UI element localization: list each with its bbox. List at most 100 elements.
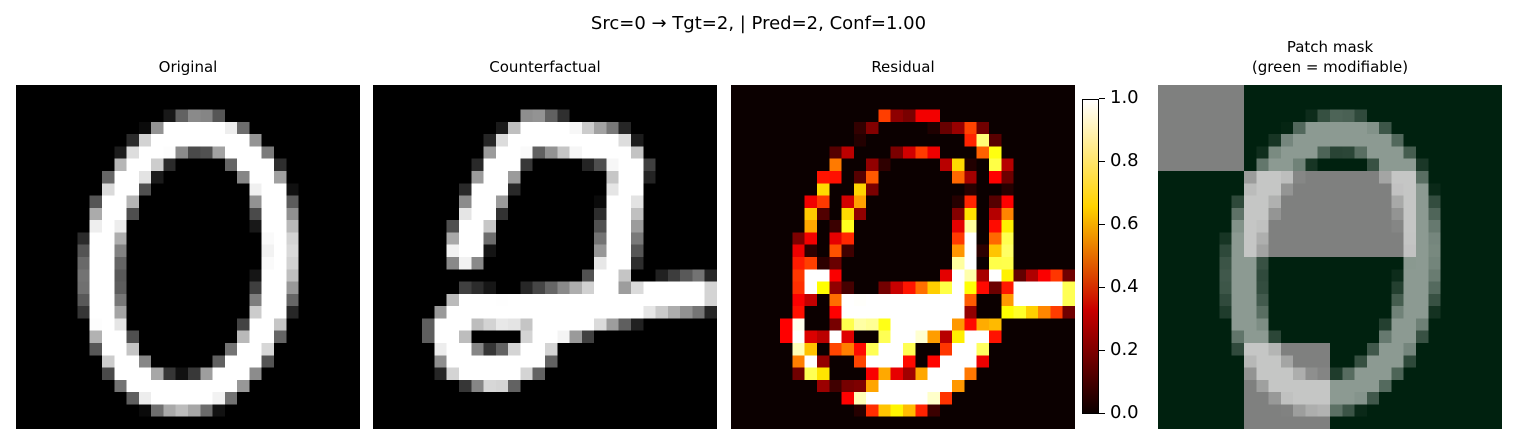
counterfactual-pixel	[643, 158, 656, 171]
modifiable-patch	[1158, 257, 1244, 343]
residual-pixel	[1001, 293, 1014, 307]
mask-digit-overlay	[1403, 269, 1416, 282]
original-pixel	[237, 134, 250, 147]
original-pixel	[126, 207, 139, 221]
original-pixel	[286, 293, 299, 307]
counterfactual-pixel	[680, 269, 693, 282]
residual-pixel	[890, 330, 903, 343]
counterfactual-pixel	[483, 195, 496, 208]
residual-pixel	[817, 183, 830, 196]
mask-digit-overlay	[1391, 343, 1404, 356]
mask-digit-overlay	[1305, 109, 1318, 122]
residual-pixel	[829, 146, 842, 159]
residual-title: Residual	[871, 58, 935, 76]
mask-digit-overlay	[1366, 134, 1380, 147]
mask-digit-overlay	[1256, 330, 1269, 343]
mask-digit-overlay	[1293, 171, 1306, 184]
mask-digit-overlay	[1280, 355, 1294, 368]
mask-digit-overlay	[1231, 244, 1244, 257]
counterfactual-pixel	[581, 121, 595, 135]
mask-digit-overlay	[1256, 171, 1269, 184]
counterfactual-pixel	[569, 146, 582, 159]
counterfactual-pixel	[631, 171, 644, 184]
residual-pixel	[829, 318, 842, 331]
original-pixel	[175, 109, 188, 122]
residual-pixel	[829, 244, 842, 257]
original-pixel	[138, 367, 152, 380]
mask-digit-overlay	[1244, 220, 1257, 233]
counterfactual-pixel	[606, 220, 619, 233]
original-pixel	[89, 281, 102, 294]
mask-digit-overlay	[1366, 343, 1380, 356]
original-pixel	[261, 355, 274, 368]
counterfactual-pixel	[655, 269, 668, 282]
original-pixel	[274, 293, 287, 307]
original-pixel	[138, 171, 152, 184]
residual-pixel	[841, 281, 854, 294]
counterfactual-pixel	[631, 158, 644, 171]
counterfactual-pixel	[446, 318, 459, 331]
residual-pixel	[829, 306, 842, 319]
original-pixel	[89, 244, 102, 257]
residual-pixel	[853, 306, 867, 319]
mask-digit-overlay	[1256, 269, 1269, 282]
counterfactual-pixel	[594, 158, 607, 171]
residual-pixel	[989, 134, 1002, 147]
counterfactual-pixel	[459, 367, 472, 380]
counterfactual-pixel	[434, 367, 447, 380]
counterfactual-pixel	[520, 306, 533, 319]
original-pixel	[286, 207, 299, 221]
residual-pixel	[890, 293, 903, 307]
mask-title-line2: (green = modifiable)	[1251, 58, 1409, 76]
mask-digit-overlay	[1354, 134, 1367, 147]
modifiable-patch	[1158, 343, 1244, 429]
original-pixel	[151, 392, 164, 405]
mask-digit-overlay	[1244, 207, 1257, 221]
counterfactual-pixel	[520, 367, 533, 380]
counterfactual-pixel	[459, 207, 472, 221]
counterfactual-pixel	[631, 220, 644, 233]
mask-digit-overlay	[1256, 146, 1269, 159]
counterfactual-pixel	[508, 121, 521, 135]
counterfactual-pixel	[459, 355, 472, 368]
counterfactual-pixel	[483, 146, 496, 159]
original-pixel	[212, 404, 225, 417]
mask-digit-overlay	[1391, 306, 1404, 319]
counterfactual-pixel	[459, 379, 472, 393]
residual-pixel	[915, 306, 928, 319]
colorbar-tick-label: 0.4	[1110, 276, 1139, 297]
mask-digit-overlay	[1379, 134, 1392, 147]
original-pixel	[114, 293, 127, 307]
counterfactual-image	[373, 85, 717, 429]
mask-digit-overlay	[1342, 404, 1355, 417]
residual-pixel	[952, 281, 965, 294]
mask-digit-overlay	[1366, 158, 1380, 171]
mask-digit-overlay	[1219, 257, 1232, 270]
counterfactual-pixel	[618, 195, 631, 208]
residual-pixel	[964, 171, 977, 184]
residual-pixel	[964, 158, 977, 171]
mask-digit-overlay	[1428, 220, 1441, 233]
counterfactual-pixel	[643, 306, 656, 319]
original-pixel	[200, 109, 213, 122]
mask-digit-overlay	[1244, 281, 1257, 294]
mask-digit-overlay	[1244, 293, 1257, 307]
residual-pixel	[853, 171, 867, 184]
residual-pixel	[853, 404, 867, 417]
counterfactual-pixel	[581, 293, 595, 307]
mask-digit-overlay	[1342, 392, 1355, 405]
counterfactual-pixel	[618, 293, 631, 307]
residual-pixel	[829, 269, 842, 282]
residual-pixel	[853, 121, 867, 135]
mask-digit-overlay	[1366, 121, 1380, 135]
counterfactual-pixel	[532, 318, 545, 331]
residual-pixel	[927, 367, 940, 380]
residual-pixel	[792, 269, 805, 282]
residual-pixel	[890, 392, 903, 405]
mask-digit-overlay	[1403, 171, 1416, 184]
residual-pixel	[817, 281, 830, 294]
residual-pixel	[853, 134, 867, 147]
mask-digit-overlay	[1305, 404, 1318, 417]
mask-digit-overlay	[1293, 158, 1306, 171]
residual-pixel	[829, 343, 842, 356]
